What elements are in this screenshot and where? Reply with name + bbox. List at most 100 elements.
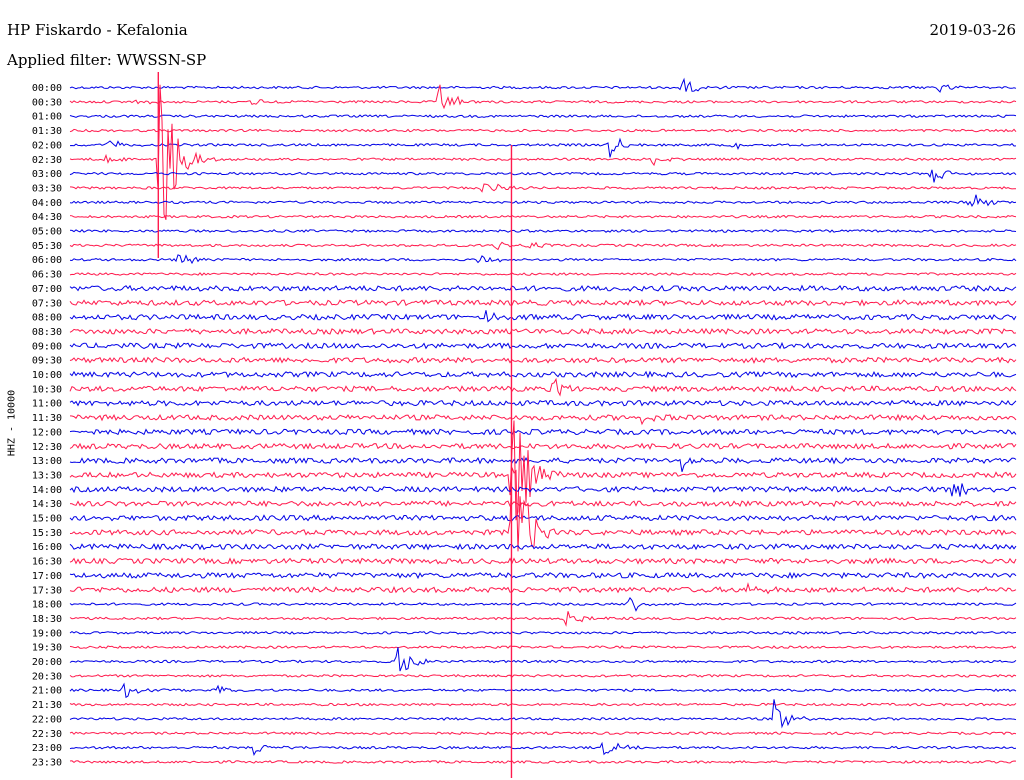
trace-time-label: 06:00: [32, 255, 62, 266]
trace-time-label: 23:30: [32, 757, 62, 768]
trace-time-label: 17:00: [32, 571, 62, 582]
seismic-trace: [69, 194, 1017, 207]
seismic-trace: [69, 682, 1017, 699]
trace-time-label: 04:30: [32, 212, 62, 223]
seismic-trace: [69, 760, 1017, 764]
trace-time-label: 14:00: [32, 485, 62, 496]
seismic-trace: [69, 77, 1017, 93]
trace-time-label: 17:30: [32, 585, 62, 596]
trace-time-label: 12:30: [32, 442, 62, 453]
trace-time-label: 08:30: [32, 327, 62, 338]
trace-time-label: 13:30: [32, 470, 62, 481]
seismic-trace: [69, 596, 1017, 612]
trace-time-label: 02:30: [32, 155, 62, 166]
trace-time-label: 10:00: [32, 370, 62, 381]
seismic-trace: [69, 241, 1017, 251]
trace-time-label: 00:30: [32, 97, 62, 108]
seismic-trace: [69, 483, 1017, 497]
trace-time-label: 11:00: [32, 399, 62, 410]
trace-time-label: 16:00: [32, 542, 62, 553]
seismic-trace: [69, 128, 1017, 133]
seismic-trace: [69, 582, 1017, 595]
seismic-trace: [69, 428, 1017, 436]
seismic-trace: [69, 310, 1017, 323]
seismic-trace: [69, 630, 1017, 635]
seismic-trace: [69, 284, 1017, 292]
trace-time-label: 18:00: [32, 600, 62, 611]
seismic-trace: [69, 557, 1017, 565]
trace-time-label: 22:00: [32, 714, 62, 725]
trace-time-label: 19:00: [32, 628, 62, 639]
trace-time-label: 01:00: [32, 112, 62, 123]
seismic-trace: [69, 413, 1017, 426]
seismic-trace: [69, 370, 1017, 379]
seismic-trace: [69, 341, 1017, 350]
seismic-trace: [69, 647, 1017, 672]
seismic-trace: [69, 327, 1017, 335]
seismic-trace: [69, 500, 1017, 508]
trace-time-label: 20:30: [32, 671, 62, 682]
trace-time-label: 00:00: [32, 83, 62, 94]
trace-time-label: 20:00: [32, 657, 62, 668]
seismic-trace: [69, 84, 1017, 110]
trace-time-label: 06:30: [32, 270, 62, 281]
seismic-trace: [69, 254, 1017, 265]
trace-time-label: 11:30: [32, 413, 62, 424]
trace-time-label: 03:00: [32, 169, 62, 180]
seismic-trace: [69, 645, 1017, 649]
trace-time-label: 18:30: [32, 614, 62, 625]
seismic-trace: [69, 84, 1017, 220]
trace-time-label: 13:00: [32, 456, 62, 467]
seismic-trace: [69, 377, 1017, 397]
trace-time-label: 12:00: [32, 427, 62, 438]
trace-time-label: 10:30: [32, 384, 62, 395]
trace-time-label: 09:00: [32, 341, 62, 352]
trace-time-label: 08:00: [32, 313, 62, 324]
record-date: 2019-03-26: [929, 21, 1016, 39]
seismic-trace: [69, 571, 1017, 580]
seismic-trace: [69, 442, 1017, 450]
trace-time-label: 19:30: [32, 643, 62, 654]
seismic-trace: [69, 114, 1017, 119]
seismic-trace: [69, 356, 1017, 364]
seismic-trace: [69, 699, 1017, 729]
trace-time-label: 22:30: [32, 729, 62, 740]
seismic-trace: [69, 137, 1017, 158]
trace-time-label: 21:30: [32, 700, 62, 711]
trace-time-label: 05:00: [32, 227, 62, 238]
trace-time-label: 04:00: [32, 198, 62, 209]
trace-time-label: 16:30: [32, 557, 62, 568]
trace-time-label: 07:00: [32, 284, 62, 295]
trace-time-label: 07:30: [32, 298, 62, 309]
seismic-trace: [69, 611, 1017, 627]
seismic-trace: [69, 298, 1017, 307]
trace-time-label: 15:30: [32, 528, 62, 539]
trace-time-label: 03:30: [32, 183, 62, 194]
seismic-trace: [69, 183, 1017, 193]
seismic-trace: [69, 514, 1017, 522]
seismic-trace: [69, 674, 1017, 678]
seismic-trace: [69, 731, 1017, 736]
seismic-trace: [69, 741, 1017, 757]
trace-time-label: 21:00: [32, 686, 62, 697]
seismic-trace: [69, 702, 1017, 707]
trace-time-label: 14:30: [32, 499, 62, 510]
trace-time-label: 05:30: [32, 241, 62, 252]
trace-time-label: 09:30: [32, 356, 62, 367]
trace-time-label: 01:30: [32, 126, 62, 137]
seismic-trace: [69, 420, 1017, 521]
station-title: HP Fiskardo - Kefalonia: [7, 21, 188, 39]
seismic-trace: [69, 467, 1017, 552]
filter-label: Applied filter: WWSSN-SP: [7, 51, 207, 69]
seismic-trace: [69, 169, 1017, 183]
trace-time-label: 15:00: [32, 514, 62, 525]
seismic-trace: [69, 456, 1017, 472]
trace-time-label: 02:00: [32, 140, 62, 151]
seismic-trace: [69, 229, 1017, 233]
seismic-trace: [69, 214, 1017, 219]
seismic-trace: [69, 543, 1017, 551]
seismic-trace: [69, 399, 1017, 407]
seismic-trace: [69, 272, 1017, 276]
trace-time-label: 23:00: [32, 743, 62, 754]
